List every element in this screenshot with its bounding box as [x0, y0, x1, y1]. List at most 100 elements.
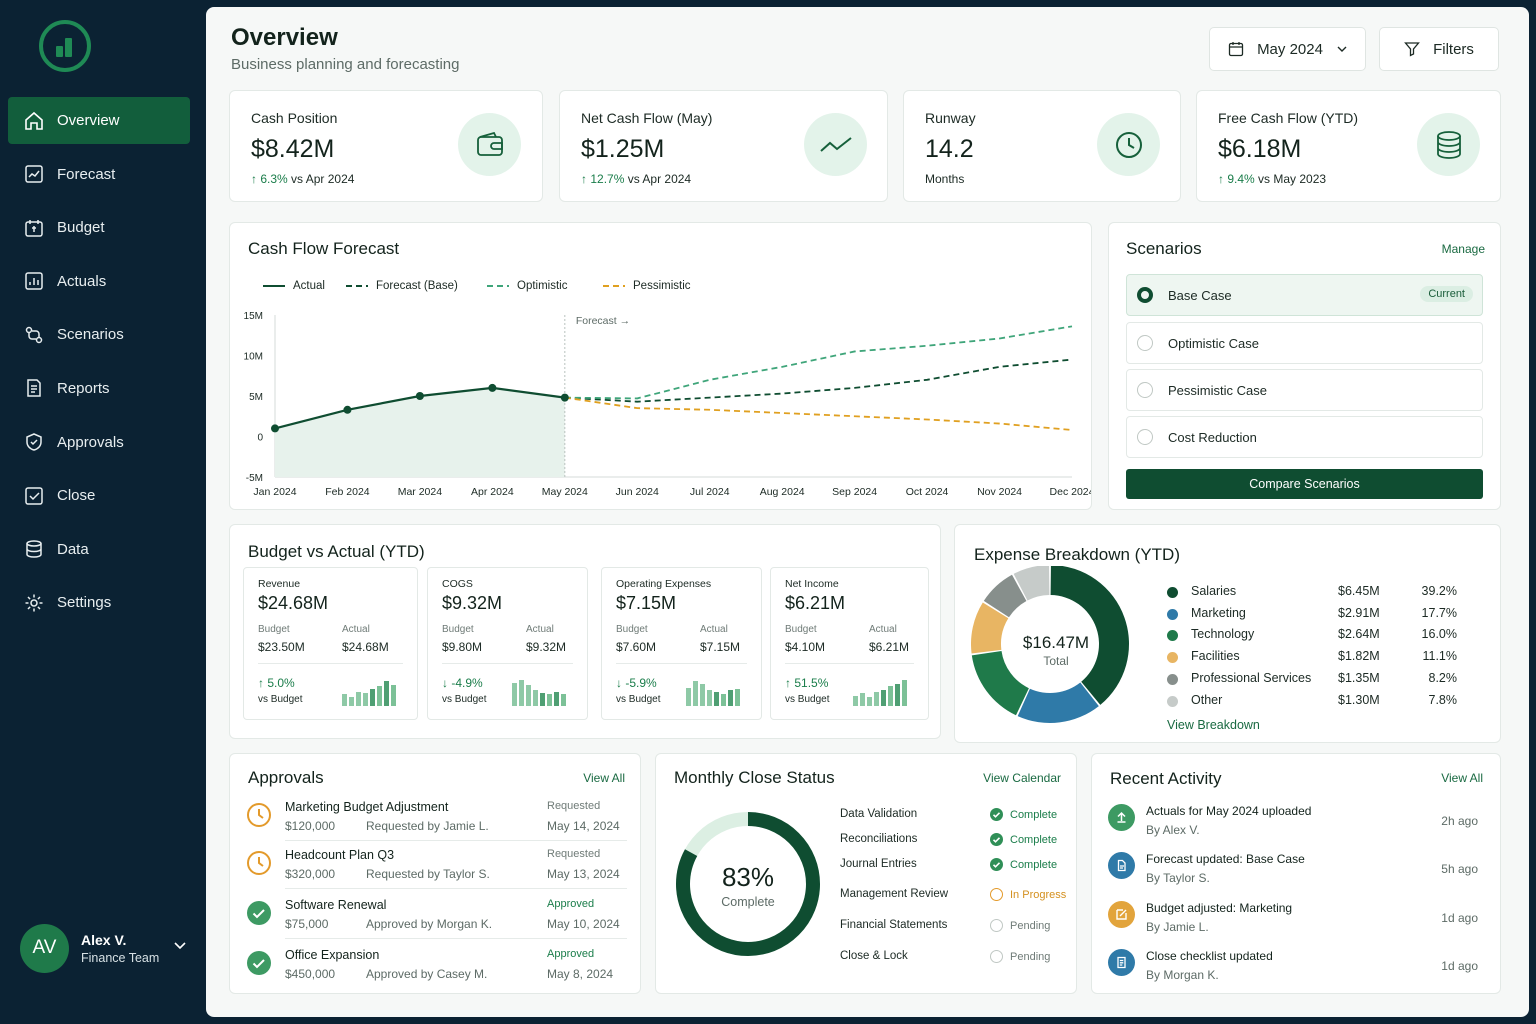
- approval-row[interactable]: Software Renewal $75,000 Approved by Morga…: [246, 896, 626, 944]
- close-task-row[interactable]: Financial Statements Pending: [840, 919, 1075, 939]
- sidebar-item-overview[interactable]: Overview: [8, 97, 190, 144]
- scenario-pessimistic-case[interactable]: Pessimistic Case: [1126, 369, 1483, 411]
- expense-legend-row: Technology $2.64M 16.0%: [1167, 626, 1457, 646]
- spark-bar: [721, 694, 726, 706]
- approval-title: Headcount Plan Q3: [285, 848, 395, 862]
- sidebar-item-scenarios[interactable]: Scenarios: [8, 311, 190, 358]
- activity-title: Close checklist updated: [1146, 949, 1273, 963]
- approval-amount: $120,000: [285, 819, 336, 833]
- status-label: Complete: [1010, 833, 1058, 846]
- radio[interactable]: [1137, 335, 1153, 351]
- bva-name: Net Income: [785, 578, 839, 590]
- approval-by: Approved by Casey M.: [366, 967, 488, 981]
- bva-name: Operating Expenses: [616, 578, 712, 590]
- view-calendar-link[interactable]: View Calendar: [983, 771, 1061, 785]
- spark-bar: [714, 692, 719, 706]
- radio[interactable]: [1137, 382, 1153, 398]
- approval-date: May 14, 2024: [547, 819, 620, 833]
- coins-icon: [1417, 113, 1480, 176]
- cash-flow-chart: 15M 10M 5M 0 -5M Jan 2024 Feb 2024 Mar 2024 Apr …: [244, 311, 1091, 498]
- user-menu[interactable]: AV Alex V. Finance Team: [20, 922, 190, 974]
- approval-row[interactable]: Headcount Plan Q3 $320,000 Requested by Ta…: [246, 846, 626, 894]
- sidebar-item-data[interactable]: Data: [8, 526, 190, 573]
- sidebar-item-approvals[interactable]: Approvals: [8, 419, 190, 466]
- divider: [442, 663, 573, 664]
- radio[interactable]: [1137, 429, 1153, 445]
- x-tick-label: Jul 2024: [690, 486, 730, 498]
- forecast-icon: [25, 165, 43, 183]
- compare-scenarios-button[interactable]: Compare Scenarios: [1126, 469, 1483, 499]
- close-task-row[interactable]: Close & Lock Pending: [840, 950, 1075, 970]
- x-tick-label: Feb 2024: [325, 486, 370, 498]
- approval-by: Approved by Morgan K.: [366, 917, 493, 931]
- gear-icon: [25, 594, 43, 612]
- spark-bar: [693, 681, 698, 706]
- donut-slice-salaries: [1050, 566, 1129, 705]
- view-breakdown-link[interactable]: View Breakdown: [1167, 718, 1260, 732]
- donut-total-label: Total: [1043, 654, 1069, 668]
- clock-icon: [1097, 113, 1160, 176]
- filters-button[interactable]: Filters: [1379, 27, 1499, 71]
- spark-bar: [533, 690, 538, 706]
- bva-delta: ↓ -5.9%: [616, 676, 657, 690]
- monthly-close-card: Monthly Close Status View Calendar 83% C…: [655, 753, 1077, 994]
- divider: [616, 663, 747, 664]
- status-label: In Progress: [1010, 888, 1067, 901]
- sidebar-item-close[interactable]: Close: [8, 472, 190, 519]
- close-task-row[interactable]: Data Validation Complete: [840, 808, 1075, 828]
- bva-actual-label: Actual: [869, 624, 897, 635]
- kpi-delta: Months: [925, 172, 965, 186]
- view-all-activity-link[interactable]: View All: [1441, 771, 1483, 785]
- bva-budget-label: Budget: [258, 624, 290, 635]
- activity-row[interactable]: Close checklist updated By Morgan K. 1d ag…: [1108, 947, 1488, 995]
- pending-circle-icon: [990, 950, 1003, 963]
- period-selector[interactable]: May 2024: [1209, 27, 1366, 71]
- activity-by: By Morgan K.: [1146, 968, 1219, 982]
- spark-bar: [561, 694, 566, 706]
- scenario-cost-reduction[interactable]: Cost Reduction: [1126, 416, 1483, 458]
- x-tick-label: May 2024: [542, 486, 588, 498]
- sidebar-item-actuals[interactable]: Actuals: [8, 258, 190, 305]
- activity-row[interactable]: Forecast updated: Base Case By Taylor S. 5…: [1108, 850, 1488, 898]
- approval-row[interactable]: Marketing Budget Adjustment $120,000 Reque…: [246, 798, 626, 846]
- x-tick-label: Apr 2024: [471, 486, 514, 498]
- kpi-label: Cash Position: [251, 110, 338, 126]
- close-task-row[interactable]: Journal Entries Complete: [840, 858, 1075, 878]
- bva-delta-value: -4.9%: [451, 676, 483, 690]
- radio-selected[interactable]: [1137, 287, 1153, 303]
- activity-row[interactable]: Actuals for May 2024 uploaded By Alex V. 2…: [1108, 802, 1488, 850]
- close-task-row[interactable]: Reconciliations Complete: [840, 833, 1075, 853]
- close-task-status: Complete: [990, 808, 1057, 821]
- upload-icon: [1108, 804, 1135, 831]
- view-all-approvals-link[interactable]: View All: [583, 771, 625, 785]
- scenario-base-case[interactable]: Base Case Current: [1126, 274, 1483, 316]
- x-tick-label: Nov 2024: [977, 486, 1022, 498]
- chevron-down-icon: [174, 942, 186, 950]
- sidebar-item-reports[interactable]: Reports: [8, 365, 190, 412]
- status-label: Pending: [1010, 950, 1051, 963]
- approval-row[interactable]: Office Expansion $450,000 Approved by Case…: [246, 946, 626, 994]
- spark-bar: [554, 692, 559, 706]
- y-tick-label: 10M: [244, 352, 263, 363]
- close-task-name: Management Review: [840, 888, 949, 900]
- divider: [258, 663, 403, 664]
- manage-link[interactable]: Manage: [1441, 242, 1485, 256]
- sidebar-item-settings[interactable]: Settings: [8, 579, 190, 626]
- checklist-icon: [1108, 949, 1135, 976]
- expense-amount: $2.64M: [1338, 627, 1380, 642]
- activity-row[interactable]: Budget adjusted: Marketing By Jamie L. 1d …: [1108, 899, 1488, 947]
- bva-delta: ↓ -4.9%: [442, 676, 483, 690]
- donut-slice-professional-services: [983, 574, 1027, 618]
- avatar: AV: [20, 923, 69, 973]
- expense-name: Facilities: [1191, 649, 1240, 664]
- expense-legend-row: Salaries $6.45M 39.2%: [1167, 583, 1457, 603]
- y-tick-label: 0: [257, 433, 263, 444]
- spark-bar: [384, 681, 389, 706]
- actual-point: [271, 424, 279, 433]
- sidebar-item-forecast[interactable]: Forecast: [8, 151, 190, 198]
- spark-bar: [342, 694, 347, 706]
- actual-point: [343, 405, 352, 414]
- close-task-row[interactable]: Management Review In Progress: [840, 888, 1075, 908]
- sidebar-item-budget[interactable]: Budget: [8, 204, 190, 251]
- scenario-optimistic-case[interactable]: Optimistic Case: [1126, 322, 1483, 364]
